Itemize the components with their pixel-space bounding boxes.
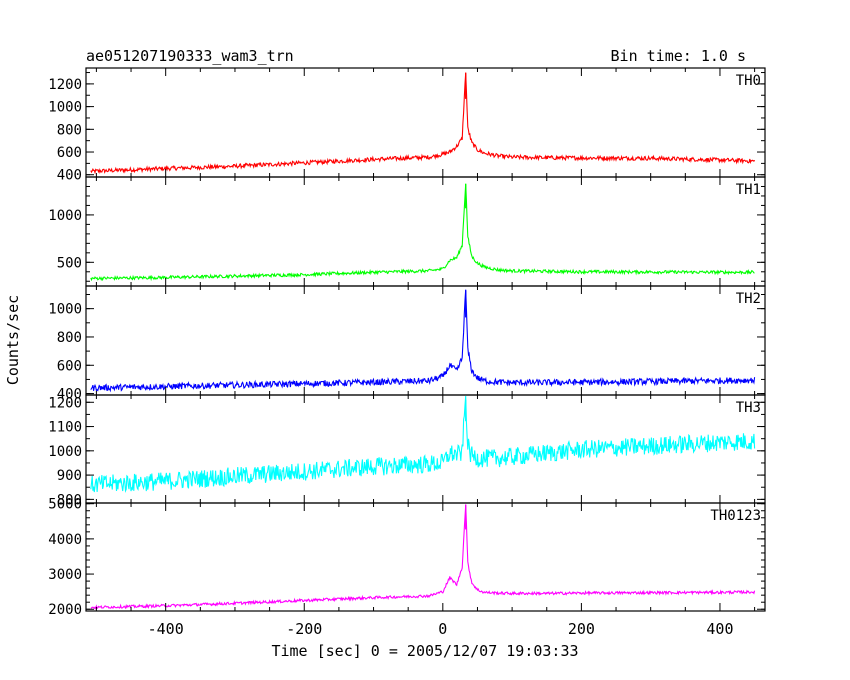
panel-label: TH0 <box>736 73 761 89</box>
panel-frame <box>85 285 766 396</box>
x-tick-label: -200 <box>286 620 322 638</box>
panel-label: TH1 <box>736 182 761 198</box>
y-tick-label: 1200 <box>48 395 82 411</box>
y-tick-label: 1000 <box>48 208 82 224</box>
panel-th0: TH0 400 600 800 1000 1200 <box>48 67 766 184</box>
series-line-th2 <box>90 289 756 393</box>
x-tick-label: 200 <box>568 620 595 638</box>
y-tick-label: 800 <box>57 330 82 346</box>
x-tick-label: 0 <box>438 620 447 638</box>
y-tick-label: 3000 <box>48 567 82 583</box>
y-tick-label: 600 <box>57 358 82 374</box>
panel-th2: TH2 400 600 800 1000 <box>48 285 766 403</box>
series-line-th3 <box>90 395 756 494</box>
y-tick-label: 400 <box>57 168 82 184</box>
y-tick-label: 400 <box>57 387 82 403</box>
y-tick-label: 1000 <box>48 302 82 318</box>
x-axis-label: Time [sec] 0 = 2005/12/07 19:03:33 <box>271 642 578 660</box>
y-tick-label: 1100 <box>48 420 82 436</box>
y-tick-label: 1000 <box>48 444 82 460</box>
y-axis-label: Counts/sec <box>4 295 22 385</box>
chart-title: ae051207190333_wam3_trn <box>86 47 294 65</box>
y-tick-label: 1000 <box>48 100 82 116</box>
y-tick-label: 1200 <box>48 77 82 93</box>
series-line-th1 <box>90 183 755 282</box>
panel-label: TH2 <box>736 291 761 307</box>
x-tick-label: 400 <box>706 620 733 638</box>
y-tick-label: 2000 <box>48 602 82 618</box>
y-tick-label: 800 <box>57 492 82 508</box>
y-tick-label: 4000 <box>48 532 82 548</box>
y-tick-label: 5000 <box>48 497 82 513</box>
series-line-th0123 <box>90 504 756 610</box>
panel-label: TH0123 <box>710 508 761 524</box>
panel-label: TH3 <box>736 400 761 416</box>
y-tick-label: 800 <box>57 122 82 138</box>
panel-th1: TH1 500 1000 <box>48 176 766 287</box>
panel-frame <box>85 176 766 287</box>
panel-frame <box>85 502 766 612</box>
y-tick-label: 500 <box>57 255 82 271</box>
panels-group: TH0 400 600 800 1000 1200 TH1 500 1000 TH2 400 600 8… <box>48 67 766 618</box>
y-tick-label: 900 <box>57 468 82 484</box>
panel-frame <box>85 67 766 178</box>
x-tick-label: -400 <box>148 620 184 638</box>
x-axis: -400 -200 0 200 400 <box>148 620 734 638</box>
series-line-th0 <box>90 73 756 175</box>
bin-time-label: Bin time: 1.0 s <box>611 47 746 65</box>
panel-th3: TH3 800 900 1000 1100 1200 <box>48 394 766 508</box>
y-tick-label: 600 <box>57 145 82 161</box>
panel-th0123: TH0123 2000 3000 4000 5000 <box>48 497 766 618</box>
